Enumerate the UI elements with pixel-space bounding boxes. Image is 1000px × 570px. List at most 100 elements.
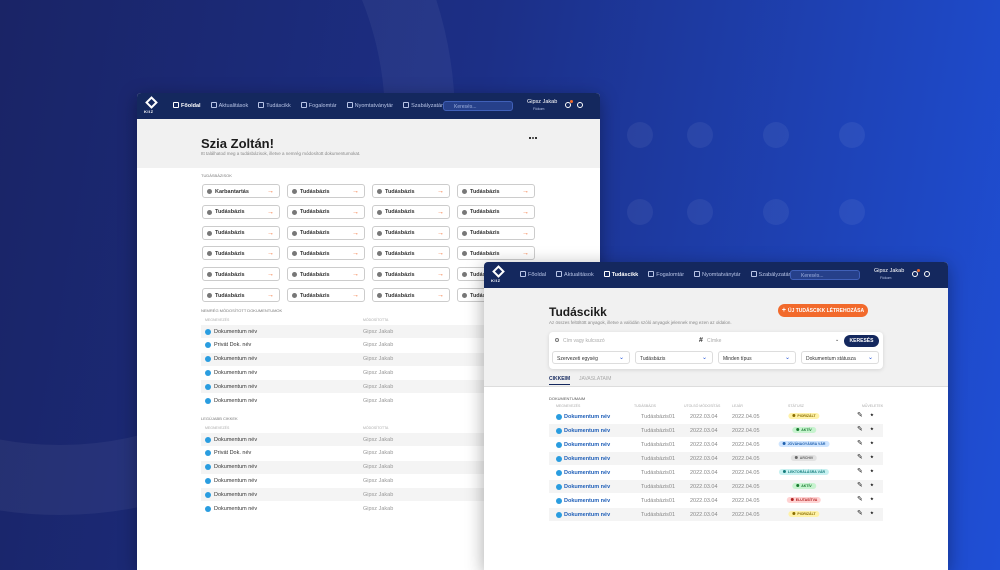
table-row[interactable] — [201, 446, 541, 460]
more-menu[interactable] — [529, 137, 537, 139]
table-row[interactable] — [201, 366, 541, 380]
knowledge-base-button[interactable]: Tudásbázis → — [287, 225, 365, 240]
edit-icon[interactable]: ✎ — [857, 454, 863, 461]
nav-item[interactable]: Főoldal — [173, 102, 201, 109]
doc-name[interactable]: Dokumentum név — [564, 497, 611, 504]
nav-item-label[interactable]: Nyomtatványtár — [702, 272, 741, 278]
share-icon[interactable]: ⭑ — [870, 468, 874, 475]
knowledge-base-button[interactable]: Tudásbázis → — [457, 184, 535, 198]
knowledge-base-button[interactable]: Tudásbázis → — [287, 267, 365, 282]
knowledge-base-button[interactable]: Tudásbázis → — [457, 225, 535, 240]
search-button[interactable]: KERESÉS — [844, 335, 879, 347]
doc-name[interactable]: Dokumentum név — [564, 441, 611, 448]
edit-icon[interactable]: ✎ — [857, 482, 863, 489]
nav-item-label[interactable]: Főoldal — [181, 103, 201, 109]
nav-item-label[interactable]: Nyomtatványtár — [354, 103, 394, 109]
doc-name[interactable]: Dokumentum név — [564, 469, 611, 476]
nav-item[interactable]: Fogalomtár — [300, 102, 337, 109]
doc-name[interactable]: Dokumentum név — [564, 427, 611, 434]
nav-item-label[interactable]: Fogalomtár — [656, 272, 685, 278]
share-icon[interactable]: ⭑ — [870, 412, 874, 419]
create-button[interactable]: + ÚJ TUDÁSCIKK LÉTREHOZÁSA — [778, 304, 868, 317]
nav-item[interactable]: Tudáscikk — [603, 271, 639, 278]
knowledge-base-button[interactable]: Tudásbázis → — [202, 288, 280, 302]
filter-dropdown[interactable]: Minden típus ⌄ — [718, 351, 796, 364]
knowledge-base-button[interactable]: Tudásbázis → — [287, 184, 365, 198]
share-icon[interactable]: ⭑ — [870, 496, 874, 503]
nav-item-label[interactable]: Szabályzatár — [411, 103, 443, 109]
table-row[interactable] — [201, 338, 541, 352]
share-icon[interactable]: ⭑ — [870, 440, 874, 447]
knowledge-base-button[interactable]: Tudásbázis → — [372, 204, 450, 219]
settings-icon[interactable] — [924, 271, 930, 277]
doc-name[interactable]: Dokumentum név — [564, 511, 611, 518]
search-box[interactable]: Keresés... — [443, 101, 513, 111]
share-icon[interactable]: ⭑ — [870, 426, 874, 433]
nav-item[interactable]: Aktualitások — [556, 271, 594, 278]
knowledge-base-button[interactable]: Tudásbázis → — [372, 246, 450, 261]
filter-dropdown[interactable]: Tudásbázis ⌄ — [635, 351, 713, 364]
nav-item-label[interactable]: Főoldal — [528, 272, 547, 278]
doc-name[interactable]: Dokumentum név — [564, 455, 611, 462]
settings-icon[interactable] — [577, 102, 583, 108]
knowledge-base-button[interactable]: Tudásbázis → — [202, 267, 280, 282]
nav-item-label[interactable]: Tudáscikk — [266, 103, 291, 109]
tag-input[interactable]: Címke — [707, 338, 722, 344]
table-row[interactable] — [201, 325, 541, 338]
doc-name[interactable]: Dokumentum név — [564, 483, 611, 490]
knowledge-base-button[interactable]: Tudásbázis → — [202, 204, 280, 219]
edit-icon[interactable]: ✎ — [857, 468, 863, 475]
table-row[interactable] — [201, 433, 541, 446]
edit-icon[interactable]: ✎ — [857, 510, 863, 517]
knowledge-base-button[interactable]: Tudásbázis → — [457, 204, 535, 219]
share-icon[interactable]: ⭑ — [870, 454, 874, 461]
knowledge-base-button[interactable]: Tudásbázis → — [372, 267, 450, 282]
notification-icon[interactable] — [912, 271, 918, 277]
knowledge-base-button[interactable]: Tudásbázis → — [457, 246, 535, 261]
nav-item-label[interactable]: Tudáscikk — [611, 272, 639, 278]
knowledge-base-button[interactable]: Tudásbázis → — [202, 246, 280, 261]
knowledge-base-button[interactable]: Tudásbázis → — [287, 288, 365, 302]
knowledge-base-button[interactable]: Tudásbázis → — [372, 225, 450, 240]
tab-active[interactable]: CIKKEIM — [549, 376, 571, 385]
nav-item-label[interactable]: Aktualitások — [218, 103, 249, 109]
filter-dropdown[interactable]: Dokumentum státusza ⌄ — [801, 351, 879, 364]
nav-item[interactable]: Fogalomtár — [648, 271, 684, 278]
nav-item[interactable]: Nyomtatványtár — [694, 271, 741, 278]
filter-dropdown[interactable]: Szervezeti egység ⌄ — [552, 351, 630, 364]
table-row[interactable] — [201, 380, 541, 394]
nav-item[interactable]: Tudáscikk — [258, 102, 291, 109]
share-icon[interactable]: ⭑ — [870, 510, 874, 517]
nav-item[interactable]: Aktualitások — [210, 102, 249, 109]
nav-item-label[interactable]: Szabályzatár — [758, 272, 791, 278]
nav-item[interactable]: Szabályzatár — [403, 102, 443, 109]
nav-item-label[interactable]: Fogalomtár — [308, 103, 337, 109]
table-row[interactable] — [201, 460, 541, 474]
notification-icon[interactable] — [565, 102, 571, 108]
knowledge-base-button[interactable]: Tudásbázis → — [287, 204, 365, 219]
knowledge-base-button[interactable]: Tudásbázis → — [287, 246, 365, 261]
table-row[interactable] — [201, 502, 541, 515]
keyword-input[interactable]: Cím vagy kulcsszó — [563, 338, 605, 344]
edit-icon[interactable]: ✎ — [857, 496, 863, 503]
knowledge-base-button[interactable]: Tudásbázis → — [372, 184, 450, 198]
nav-item[interactable]: Szabályzatár — [750, 271, 791, 278]
nav-item[interactable]: Főoldal — [520, 271, 546, 278]
edit-icon[interactable]: ✎ — [857, 426, 863, 433]
edit-icon[interactable]: ✎ — [857, 412, 863, 419]
table-row[interactable] — [201, 394, 541, 407]
edit-icon[interactable]: ✎ — [857, 440, 863, 447]
search-box[interactable]: Keresés... — [790, 270, 860, 280]
knowledge-base-button[interactable]: Tudásbázis → — [372, 288, 450, 302]
tab[interactable]: JAVASLATAIM — [579, 376, 612, 382]
table-row[interactable] — [201, 488, 541, 502]
knowledge-base-button[interactable]: Tudásbázis → — [202, 225, 280, 240]
table-row[interactable] — [201, 474, 541, 488]
share-icon[interactable]: ⭑ — [870, 482, 874, 489]
table-row[interactable] — [201, 352, 541, 366]
nav-item-label[interactable]: Aktualitások — [564, 272, 594, 278]
knowledge-base-button[interactable]: Karbantartás → — [202, 184, 280, 198]
create-button-label[interactable]: ÚJ TUDÁSCIKK LÉTREHOZÁSA — [787, 308, 865, 314]
nav-item[interactable]: Nyomtatványtár — [346, 102, 394, 109]
doc-name[interactable]: Dokumentum név — [564, 413, 611, 420]
